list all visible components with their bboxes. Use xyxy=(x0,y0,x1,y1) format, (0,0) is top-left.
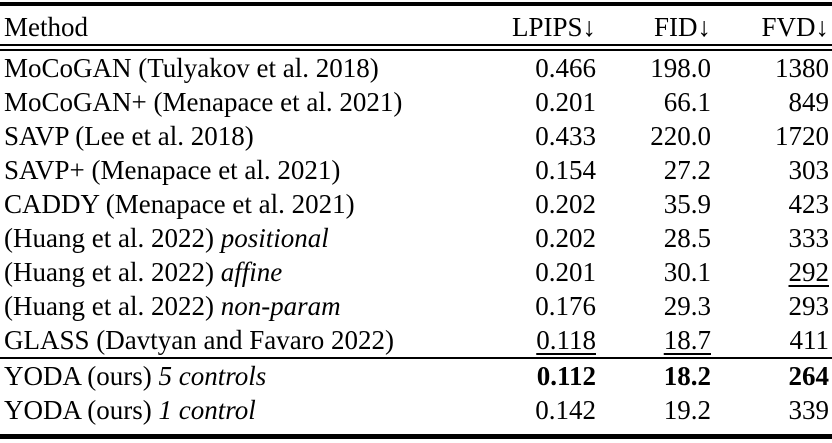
fid-value: 220.0 xyxy=(650,121,711,151)
fid-value: 35.9 xyxy=(663,189,711,219)
method-variant: 1 control xyxy=(158,395,256,425)
table-row: (Huang et al. 2022) affine 0.201 30.1 292 xyxy=(0,255,832,289)
fid-value: 198.0 xyxy=(650,53,711,83)
method-variant: non-param xyxy=(220,291,341,321)
method-name: MoCoGAN (Tulyakov et al. 2018) xyxy=(4,53,379,83)
fvd-value: 264 xyxy=(711,357,832,393)
table-row: (Huang et al. 2022) positional 0.202 28.5 3… xyxy=(0,221,832,255)
method-variant: affine xyxy=(220,257,283,287)
table-row: MoCoGAN+ (Menapace et al. 2021) 0.201 66.1… xyxy=(0,85,832,119)
header-cell-fid: FID↓ xyxy=(596,6,711,51)
table-row: SAVP (Lee et al. 2018) 0.433 220.0 1720 xyxy=(0,119,832,153)
fid-value: 29.3 xyxy=(663,291,711,321)
lpips-value: 0.201 xyxy=(535,87,596,117)
method-cell: SAVP+ (Menapace et al. 2021) xyxy=(0,153,476,187)
fvd-value: 303 xyxy=(788,155,830,185)
fid-value: 30.1 xyxy=(663,257,711,287)
method-name: SAVP+ (Menapace et al. 2021) xyxy=(4,155,341,185)
fid-value: 27.2 xyxy=(663,155,711,185)
method-name: YODA (ours) xyxy=(4,395,152,425)
fvd-value: 849 xyxy=(788,87,830,117)
method-name: YODA (ours) xyxy=(4,361,152,391)
method-name: (Huang et al. 2022) xyxy=(4,223,214,253)
table-row: MoCoGAN (Tulyakov et al. 2018) 0.466 198.0… xyxy=(0,48,832,86)
fvd-value: 1380 xyxy=(775,53,829,83)
table-row: YODA (ours) 5 controls 0.112 18.2 264 xyxy=(0,357,832,393)
fid-value: 28.5 xyxy=(663,223,711,253)
fvd-value: 1720 xyxy=(775,121,829,151)
fvd-value: 292 xyxy=(788,257,830,287)
lpips-value: 0.176 xyxy=(535,291,596,321)
fvd-value: 293 xyxy=(788,291,830,321)
method-cell: (Huang et al. 2022) positional xyxy=(0,221,476,255)
lpips-value: 0.466 xyxy=(535,53,596,83)
header-cell-method: Method xyxy=(0,6,476,51)
lpips-value: 0.202 xyxy=(535,189,596,219)
header-cell-fvd: FVD↓ xyxy=(711,6,832,51)
method-name: (Huang et al. 2022) xyxy=(4,257,214,287)
table-row: CADDY (Menapace et al. 2021) 0.202 35.9 423 xyxy=(0,187,832,221)
fvd-value: 339 xyxy=(788,395,830,425)
method-name: GLASS (Davtyan and Favaro 2022) xyxy=(4,325,394,355)
fvd-value: 411 xyxy=(789,325,830,355)
method-cell: GLASS (Davtyan and Favaro 2022) xyxy=(0,323,476,358)
method-cell: (Huang et al. 2022) non-param xyxy=(0,289,476,323)
method-cell: (Huang et al. 2022) affine xyxy=(0,255,476,289)
method-cell: YODA (ours) 1 control xyxy=(0,393,476,427)
method-cell: YODA (ours) 5 controls xyxy=(0,357,476,393)
method-cell: CADDY (Menapace et al. 2021) xyxy=(0,187,476,221)
method-cell: MoCoGAN (Tulyakov et al. 2018) xyxy=(0,48,476,86)
table-top-rule xyxy=(0,2,832,6)
fid-value: 18.2 xyxy=(596,357,711,393)
method-cell: MoCoGAN+ (Menapace et al. 2021) xyxy=(0,85,476,119)
method-cell: SAVP (Lee et al. 2018) xyxy=(0,119,476,153)
method-variant: 5 controls xyxy=(158,361,267,391)
lpips-value: 0.142 xyxy=(535,395,596,425)
fid-value: 19.2 xyxy=(663,395,711,425)
lpips-value: 0.433 xyxy=(535,121,596,151)
lpips-value: 0.112 xyxy=(476,357,596,393)
method-variant: positional xyxy=(220,223,329,253)
lpips-value: 0.202 xyxy=(535,223,596,253)
header-row: Method LPIPS↓ FID↓ FVD↓ xyxy=(0,6,832,51)
fvd-value: 333 xyxy=(788,223,830,253)
results-table: Method LPIPS↓ FID↓ FVD↓ MoCoGAN (Tulyako… xyxy=(0,6,832,427)
lpips-value: 0.118 xyxy=(536,325,596,355)
fvd-value: 423 xyxy=(788,189,830,219)
table-row: YODA (ours) 1 control 0.142 19.2 339 xyxy=(0,393,832,427)
table-row: (Huang et al. 2022) non-param 0.176 29.3 29… xyxy=(0,289,832,323)
method-name: MoCoGAN+ (Menapace et al. 2021) xyxy=(4,87,403,117)
method-name: SAVP (Lee et al. 2018) xyxy=(4,121,254,151)
table-row: GLASS (Davtyan and Favaro 2022) 0.118 18.7… xyxy=(0,323,832,358)
table-row: SAVP+ (Menapace et al. 2021) 0.154 27.2 303 xyxy=(0,153,832,187)
method-name: CADDY (Menapace et al. 2021) xyxy=(4,189,355,219)
header-cell-lpips: LPIPS↓ xyxy=(476,6,596,51)
table-body: MoCoGAN (Tulyakov et al. 2018) 0.466 198.0… xyxy=(0,48,832,428)
fid-value: 66.1 xyxy=(663,87,711,117)
lpips-value: 0.201 xyxy=(535,257,596,287)
method-name: (Huang et al. 2022) xyxy=(4,291,214,321)
table-bottom-rule xyxy=(0,434,832,439)
fid-value: 18.7 xyxy=(663,325,711,355)
lpips-value: 0.154 xyxy=(535,155,596,185)
